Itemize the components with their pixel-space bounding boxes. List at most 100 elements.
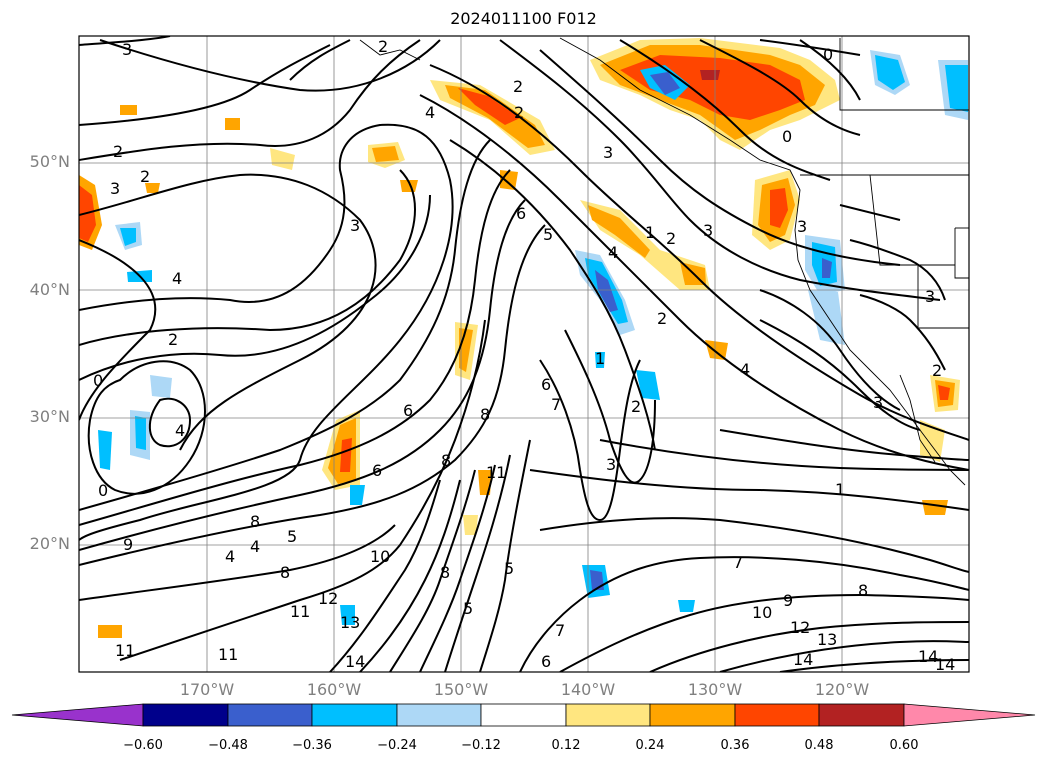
- colorbar-segment: [734, 703, 820, 727]
- contour-label: 11: [486, 463, 506, 482]
- lon-label: 170°W: [179, 680, 235, 699]
- colorbar-segment: [818, 703, 905, 727]
- contour-label: 3: [925, 287, 935, 306]
- contour-label: 8: [280, 563, 290, 582]
- contour-label: 12: [790, 618, 810, 637]
- colorbar-tick-label: −0.36: [292, 738, 332, 753]
- contour-label: 4: [225, 547, 235, 566]
- contour-label: 2: [631, 397, 641, 416]
- colorbar-segment: [396, 703, 482, 727]
- contour-label: 1: [595, 349, 605, 368]
- contour-label: 7: [555, 621, 565, 640]
- contour-label: 2: [378, 37, 388, 56]
- colorbar-extend-high: [903, 703, 1036, 727]
- contour-label: 11: [290, 602, 310, 621]
- lat-label: 20°N: [29, 534, 70, 553]
- colorbar-tick-label: 0.48: [804, 738, 834, 753]
- contour-label: 2: [932, 361, 942, 380]
- colorbar-tick-label: −0.60: [123, 738, 163, 753]
- contour-label: 3: [797, 217, 807, 236]
- contour-label: 2: [513, 77, 523, 96]
- colorbar-segment: [480, 703, 567, 727]
- contour-label: 8: [441, 451, 451, 470]
- colorbar-segment: [649, 703, 736, 727]
- contour-label: 14: [935, 655, 955, 674]
- colorbar-extend-low: [11, 703, 144, 727]
- contour-label: 3: [703, 221, 713, 240]
- contour-label: 10: [370, 547, 390, 566]
- colorbar-tick-label: −0.24: [377, 738, 417, 753]
- contour-label: 14: [918, 647, 938, 666]
- contour-label: 6: [541, 652, 551, 671]
- lat-label: 40°N: [29, 280, 70, 299]
- lon-label: 130°W: [687, 680, 743, 699]
- contour-label: 7: [551, 395, 561, 414]
- contour-label: 14: [345, 652, 365, 671]
- map-title: 2024011100 F012: [450, 9, 597, 28]
- contour-label: 6: [403, 401, 413, 420]
- colorbar-segment: [142, 703, 229, 727]
- colorbar-segment: [227, 703, 313, 727]
- contour-label: 3: [110, 179, 120, 198]
- contour-label: 6: [541, 375, 551, 394]
- contour-label: 3: [873, 393, 883, 412]
- contour-label: 4: [175, 421, 185, 440]
- lon-label: 140°W: [560, 680, 616, 699]
- contour-label: 9: [123, 535, 133, 554]
- contour-label: 5: [504, 559, 514, 578]
- contour-label: 6: [516, 204, 526, 223]
- lat-label: 50°N: [29, 152, 70, 171]
- contour-label: 2: [657, 309, 667, 328]
- contour-label: 5: [463, 599, 473, 618]
- contour-label: 4: [740, 360, 750, 379]
- contour-label: 10: [752, 603, 772, 622]
- contour-label: 5: [287, 527, 297, 546]
- contour-label: 13: [817, 630, 837, 649]
- contour-label: 0: [98, 481, 108, 500]
- lon-label: 120°W: [814, 680, 870, 699]
- contour-label-layer: 3 2 2 2 0 0 2 2 3 4 4 3 3 6 5 4 2 2 3 3 …: [93, 37, 955, 674]
- contour-label: 3: [350, 216, 360, 235]
- contour-label: 2: [140, 167, 150, 186]
- contour-label: 11: [218, 645, 238, 664]
- colorbar-tick-label: 0.60: [889, 738, 919, 753]
- contour-label: 2: [666, 229, 676, 248]
- contour-label: 3: [603, 143, 613, 162]
- lon-label: 150°W: [433, 680, 489, 699]
- contour-label: 1: [645, 223, 655, 242]
- contour-label: 1: [835, 480, 845, 499]
- colorbar-tick-label: −0.12: [461, 738, 501, 753]
- lon-label: 160°W: [306, 680, 362, 699]
- contour-lines: [79, 36, 969, 672]
- contour-label: 4: [608, 243, 618, 262]
- colorbar-segment: [565, 703, 651, 727]
- contour-label: 4: [425, 103, 435, 122]
- map-frame: [78, 35, 970, 673]
- graticule: [79, 36, 969, 672]
- colorbar: [11, 703, 1036, 727]
- contour-label: 2: [113, 142, 123, 161]
- contour-label: 4: [172, 269, 182, 288]
- contour-label: 8: [440, 563, 450, 582]
- contour-label: 7: [733, 553, 743, 572]
- contour-label: 0: [782, 127, 792, 146]
- colorbar-tick-label: 0.36: [720, 738, 750, 753]
- colorbar-tick-label: 0.24: [635, 738, 665, 753]
- contour-label: 9: [783, 591, 793, 610]
- contour-label: 8: [250, 512, 260, 531]
- colorbar-tick-label: 0.12: [551, 738, 581, 753]
- contour-label: 3: [122, 40, 132, 59]
- contour-label: 5: [543, 225, 553, 244]
- contour-label: 6: [372, 461, 382, 480]
- colorbar-segment: [311, 703, 398, 727]
- contour-label: 2: [168, 330, 178, 349]
- contour-label: 0: [93, 371, 103, 390]
- contour-label: 14: [793, 650, 813, 669]
- contour-label: 12: [318, 589, 338, 608]
- contour-label: 4: [250, 537, 260, 556]
- contour-label: 8: [480, 405, 490, 424]
- contour-label: 8: [858, 581, 868, 600]
- contour-label: 2: [514, 103, 524, 122]
- contour-label: 13: [340, 613, 360, 632]
